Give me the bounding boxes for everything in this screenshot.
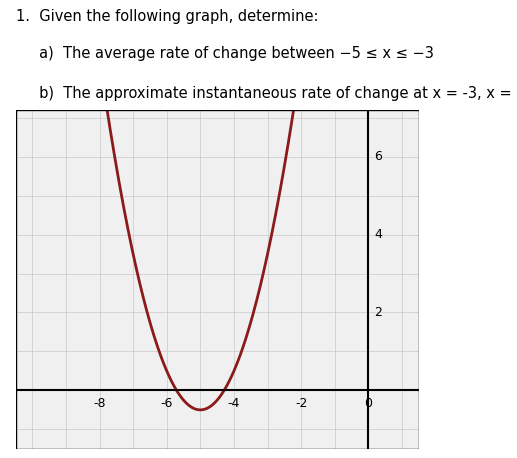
Text: b)  The approximate instantaneous rate of change at x = -3, x = -5: b) The approximate instantaneous rate of… xyxy=(16,86,517,101)
Text: 1.  Given the following graph, determine:: 1. Given the following graph, determine: xyxy=(16,9,318,24)
Text: a)  The average rate of change between −5 ≤ x ≤ −3: a) The average rate of change between −5… xyxy=(16,46,433,61)
Text: 4: 4 xyxy=(374,228,382,241)
Text: 2: 2 xyxy=(374,306,382,319)
Text: 6: 6 xyxy=(374,150,382,163)
Text: -8: -8 xyxy=(93,398,106,410)
Text: -2: -2 xyxy=(295,398,307,410)
Text: 0: 0 xyxy=(364,398,372,410)
Text: -6: -6 xyxy=(161,398,173,410)
Text: -4: -4 xyxy=(228,398,240,410)
